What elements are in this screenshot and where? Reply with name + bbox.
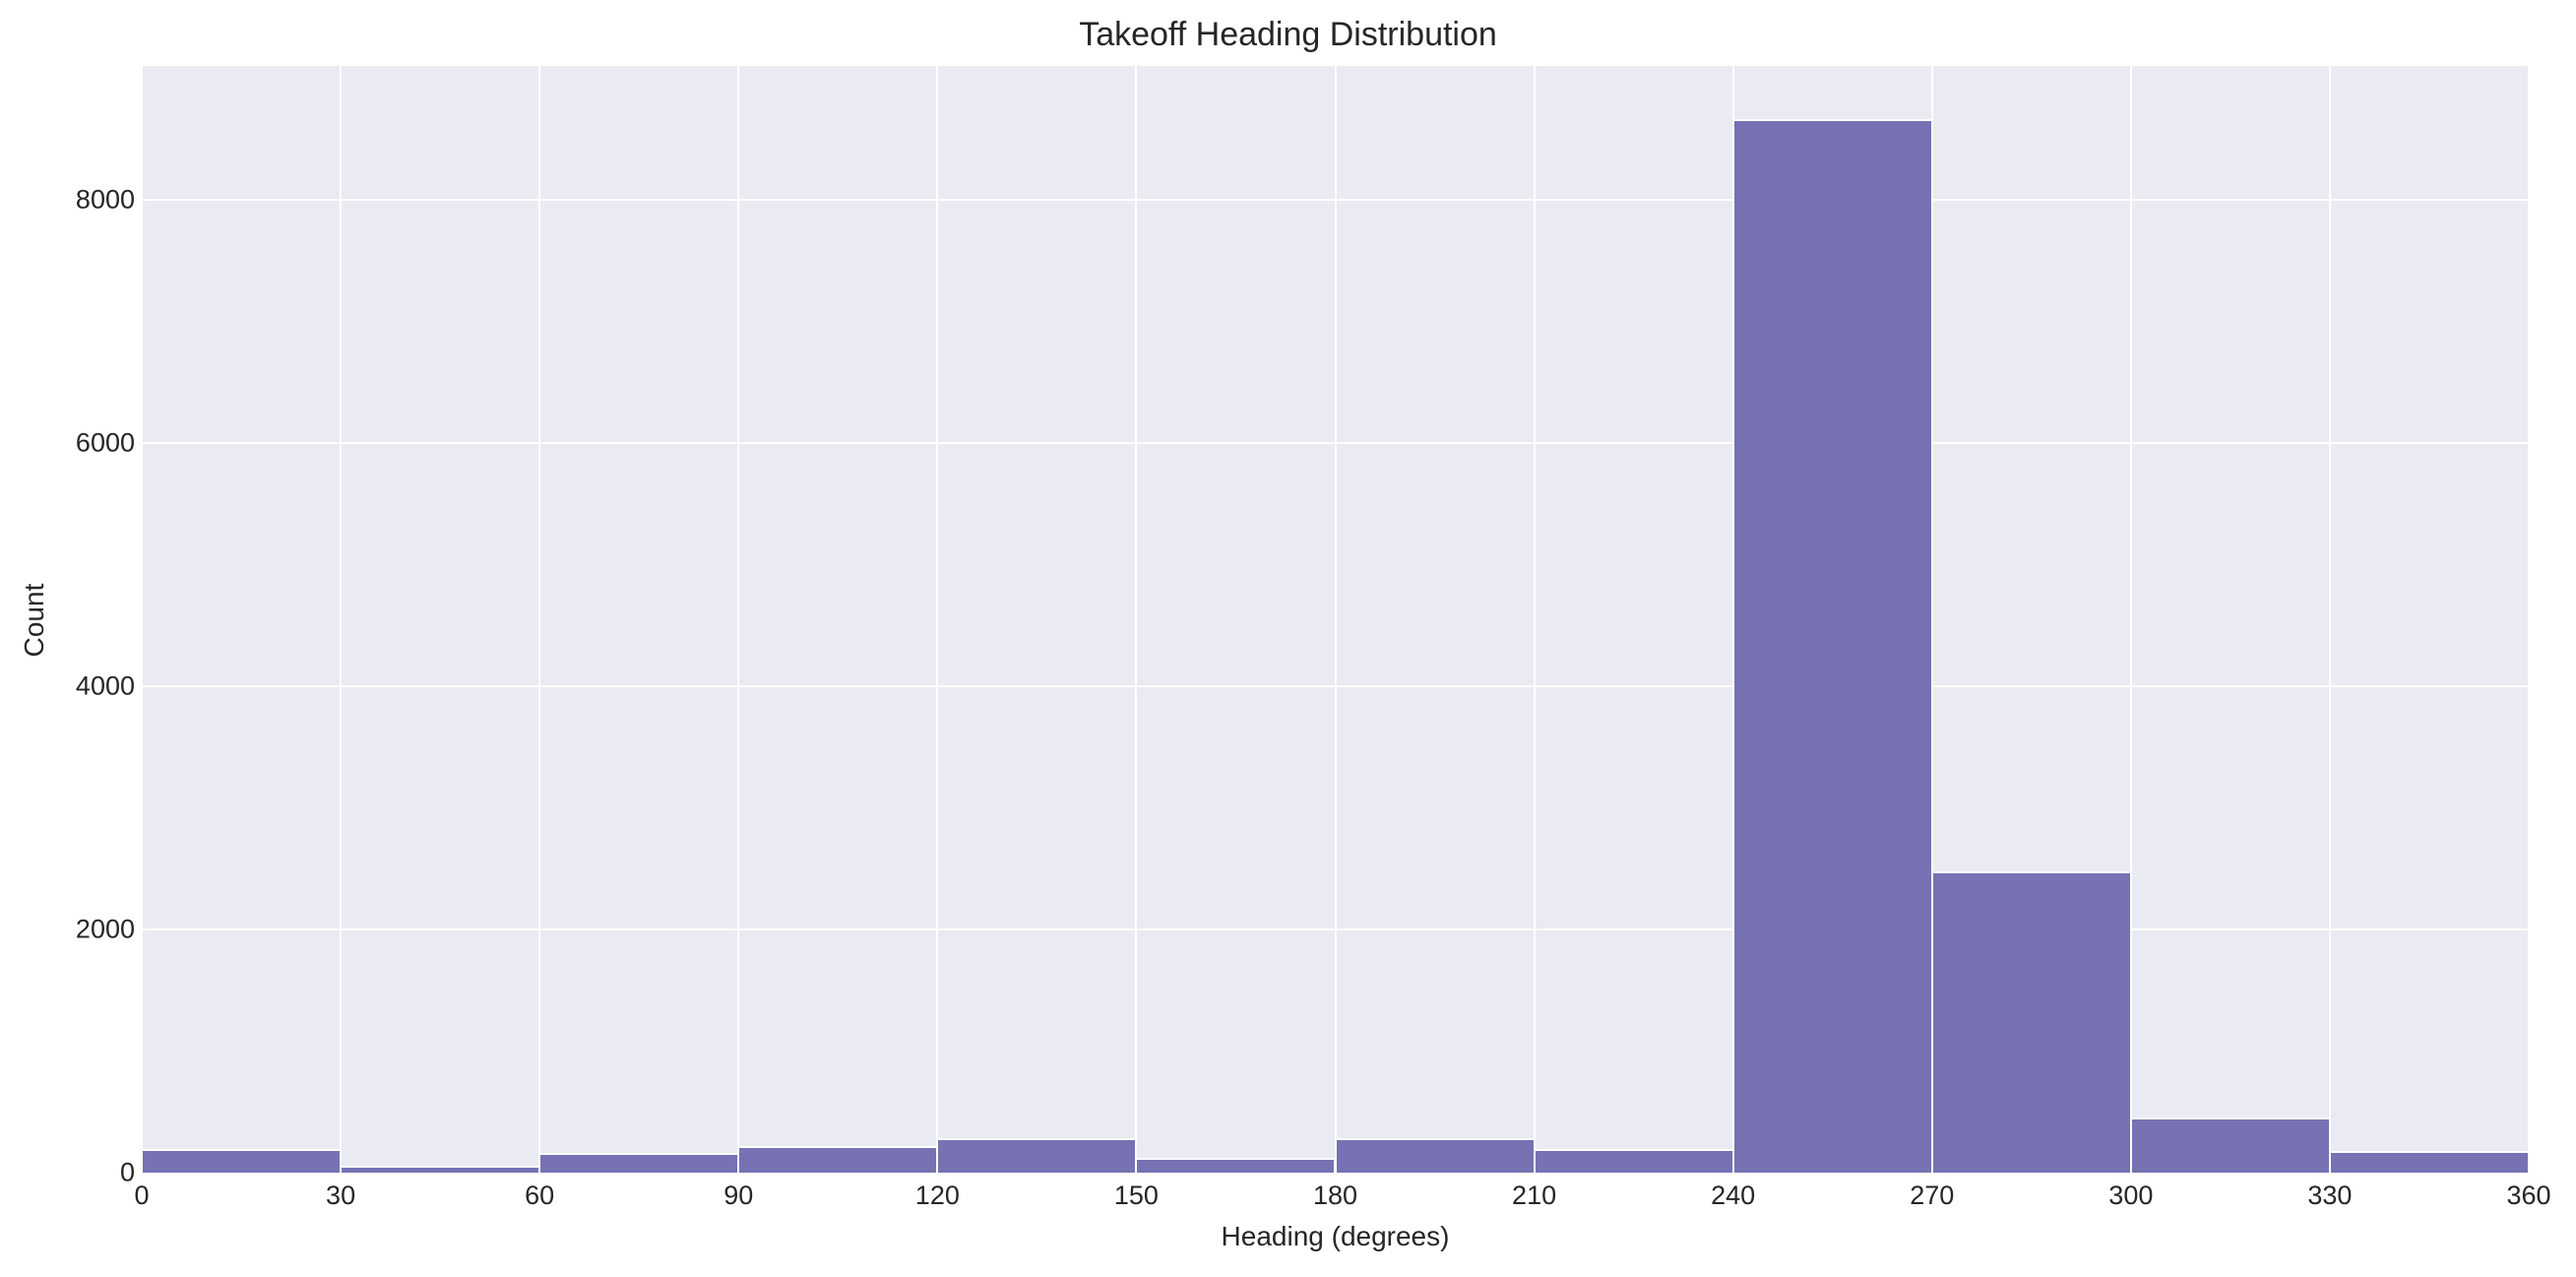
plot-area xyxy=(142,66,2529,1173)
histogram-bar xyxy=(1731,119,1933,1173)
x-tick-label: 180 xyxy=(1312,1181,1358,1210)
histogram-bar xyxy=(340,1165,541,1173)
y-tick-label: 4000 xyxy=(75,670,135,701)
chart-title: Takeoff Heading Distribution xyxy=(1079,16,1497,53)
v-gridline xyxy=(2528,66,2529,1173)
histogram-bar xyxy=(1334,1137,1536,1173)
v-gridline xyxy=(2129,66,2132,1173)
v-gridline xyxy=(2328,66,2331,1173)
histogram-bar xyxy=(1135,1157,1337,1173)
histogram-bar xyxy=(737,1146,939,1173)
v-gridline xyxy=(142,66,143,1173)
x-tick-label: 240 xyxy=(1711,1181,1756,1210)
x-tick-label: 210 xyxy=(1512,1181,1557,1210)
y-tick-label: 6000 xyxy=(75,427,135,458)
histogram-bar xyxy=(936,1138,1138,1173)
y-axis-label: Count xyxy=(19,583,49,658)
histogram-bar xyxy=(538,1152,740,1173)
x-tick-label: 0 xyxy=(134,1181,150,1210)
v-gridline xyxy=(538,66,541,1173)
histogram-bar xyxy=(142,1148,343,1173)
histogram-bar xyxy=(2129,1117,2331,1173)
y-tick-label: 8000 xyxy=(75,184,135,215)
v-gridline xyxy=(1135,66,1138,1173)
v-gridline xyxy=(1334,66,1337,1173)
x-tick-label: 300 xyxy=(2108,1181,2154,1210)
x-tick-label: 60 xyxy=(525,1181,555,1210)
histogram-bar xyxy=(2328,1151,2529,1173)
y-tick-label: 0 xyxy=(119,1157,135,1187)
x-tick-label: 330 xyxy=(2307,1181,2353,1210)
x-tick-label: 120 xyxy=(914,1181,960,1210)
v-gridline xyxy=(936,66,939,1173)
histogram-bar xyxy=(1930,870,2132,1173)
x-axis-label: Heading (degrees) xyxy=(1221,1221,1450,1251)
y-tick-label: 2000 xyxy=(75,914,135,944)
x-tick-label: 360 xyxy=(2506,1181,2551,1210)
x-tick-label: 30 xyxy=(326,1181,356,1210)
v-gridline xyxy=(340,66,343,1173)
x-tick-label: 90 xyxy=(723,1181,754,1210)
v-gridline xyxy=(1533,66,1536,1173)
histogram-bar xyxy=(1533,1148,1734,1173)
x-tick-label: 270 xyxy=(1910,1181,1955,1210)
v-gridline xyxy=(737,66,740,1173)
x-tick-label: 150 xyxy=(1113,1181,1159,1210)
